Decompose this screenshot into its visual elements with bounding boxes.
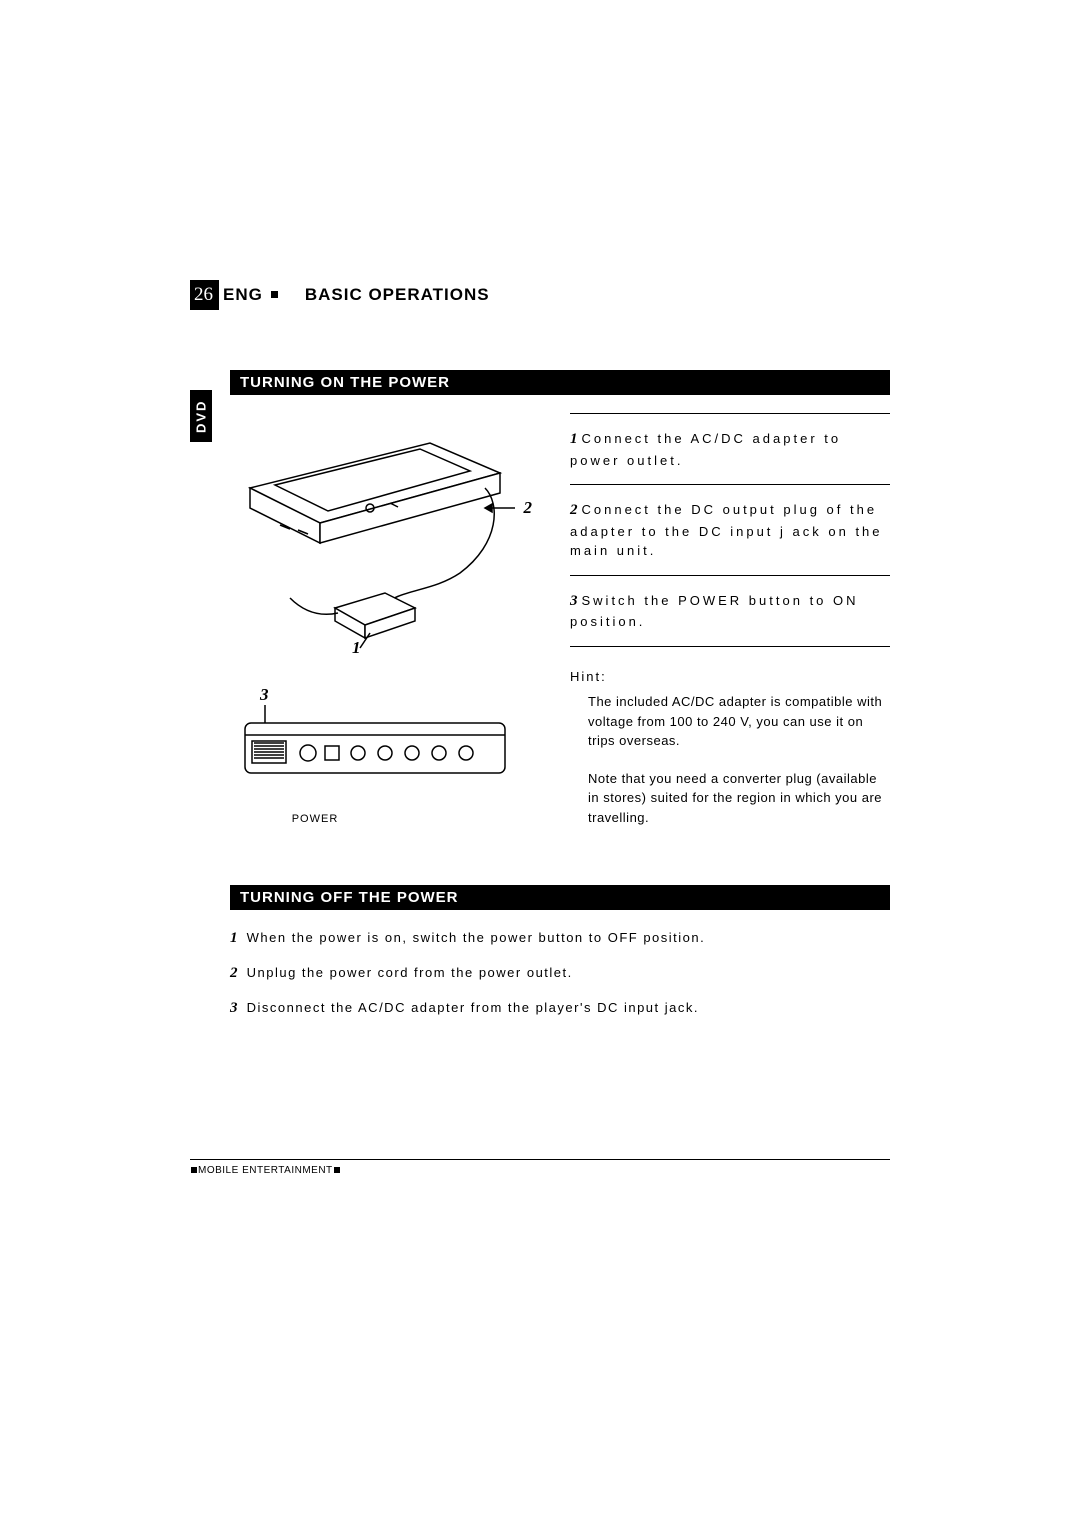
side-panel-illustration bbox=[230, 693, 540, 803]
step-text: When the power is on, switch the power b… bbox=[247, 930, 706, 945]
diagram-side-panel: 3 POWER bbox=[230, 693, 540, 823]
step-number: 3 bbox=[570, 593, 578, 609]
step-text: Connect the DC output plug of the adapte… bbox=[570, 502, 883, 558]
step-text: Disconnect the AC/DC adapter from the pl… bbox=[247, 1000, 699, 1015]
off-steps: 1 When the power is on, switch the power… bbox=[230, 928, 890, 1019]
step-off-1: 1 When the power is on, switch the power… bbox=[230, 928, 890, 949]
two-column-layout: 2 1 bbox=[230, 413, 890, 845]
hint-paragraph-1: The included AC/DC adapter is compatible… bbox=[588, 692, 890, 751]
step-off-3: 3 Disconnect the AC/DC adapter from the … bbox=[230, 998, 890, 1019]
callout-2: 2 bbox=[524, 498, 533, 518]
diagram-column: 2 1 bbox=[230, 413, 540, 845]
square-bullet-icon bbox=[271, 291, 278, 298]
step-on-1: 1Connect the AC/DC adapter to power outl… bbox=[570, 414, 890, 484]
step-on-3: 3Switch the POWER button to ON position. bbox=[570, 576, 890, 646]
diagram-player-adapter: 2 1 bbox=[230, 413, 540, 653]
section-name: BASIC OPERATIONS bbox=[305, 285, 490, 305]
hint-text: The included AC/DC adapter is compatible… bbox=[570, 692, 890, 827]
player-adapter-illustration bbox=[230, 413, 540, 653]
callout-3: 3 bbox=[260, 685, 269, 705]
page-footer: MOBILE ENTERTAINMENT bbox=[190, 1159, 890, 1178]
step-number: 3 bbox=[230, 1000, 238, 1016]
step-number: 2 bbox=[230, 965, 238, 981]
step-on-2: 2Connect the DC output plug of the adapt… bbox=[570, 485, 890, 575]
page-number-box: 26 bbox=[190, 280, 219, 310]
step-number: 1 bbox=[570, 431, 578, 447]
step-number: 1 bbox=[230, 930, 238, 946]
steps-column: 1Connect the AC/DC adapter to power outl… bbox=[570, 413, 890, 845]
page-number: 26 bbox=[194, 284, 213, 305]
hint-label: Hint: bbox=[570, 667, 890, 687]
power-label: POWER bbox=[230, 813, 400, 825]
callout-1: 1 bbox=[352, 638, 361, 658]
divider bbox=[570, 646, 890, 647]
language-code: ENG bbox=[219, 285, 267, 305]
section-bar-on: TURNING ON THE POWER bbox=[230, 370, 890, 395]
page-container: 26 ENG BASIC OPERATIONS DVD TURNING ON T… bbox=[0, 0, 1080, 1528]
footer-label: MOBILE ENTERTAINMENT bbox=[198, 1165, 333, 1176]
step-text: Unplug the power cord from the power out… bbox=[247, 965, 573, 980]
footer-text: MOBILE ENTERTAINMENT bbox=[190, 1165, 345, 1176]
step-off-2: 2 Unplug the power cord from the power o… bbox=[230, 963, 890, 984]
side-tab-dvd: DVD bbox=[190, 390, 212, 442]
hint-paragraph-2: Note that you need a converter plug (ava… bbox=[588, 769, 890, 828]
step-text: Connect the AC/DC adapter to power outle… bbox=[570, 431, 841, 468]
hint-block: Hint: The included AC/DC adapter is comp… bbox=[570, 667, 890, 828]
step-number: 2 bbox=[570, 502, 578, 518]
section-bar-off: TURNING OFF THE POWER bbox=[230, 885, 890, 910]
main-content: TURNING ON THE POWER bbox=[230, 370, 890, 1019]
step-text: Switch the POWER button to ON position. bbox=[570, 593, 859, 630]
square-bullet-icon bbox=[334, 1167, 340, 1173]
square-bullet-icon bbox=[191, 1167, 197, 1173]
page-header: 26 ENG BASIC OPERATIONS bbox=[190, 280, 930, 310]
